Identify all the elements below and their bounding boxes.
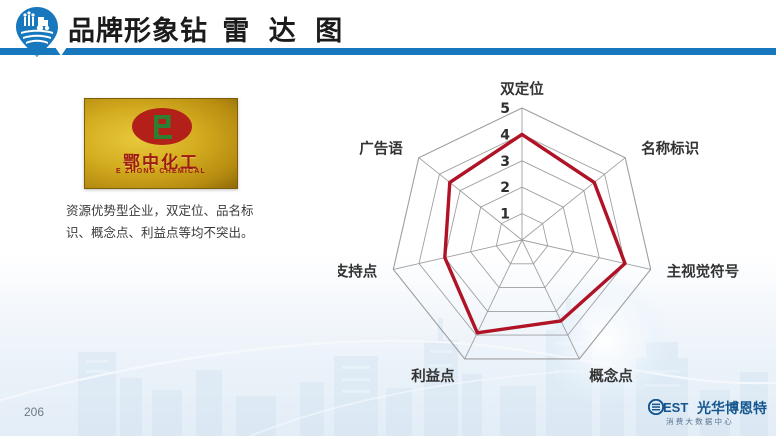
radar-axis-label: 利益点: [411, 367, 455, 385]
radar-series-polygon: [443, 132, 627, 335]
page-number: 206: [24, 405, 45, 419]
logo-glyph-icon: [154, 115, 172, 139]
radar-axis-line: [521, 239, 580, 360]
company-logo-en: E ZHONG CHEMICAL: [116, 168, 206, 175]
radar-axis-line: [521, 239, 651, 270]
radar-axis-label: 名称标识: [641, 140, 699, 158]
radar-ring-label: 3: [500, 154, 510, 170]
radar-axis-line: [393, 239, 523, 270]
radar-ring-label: 2: [500, 180, 510, 196]
radar-axis-line: [418, 157, 523, 241]
logo-ellipse-mark: [132, 108, 192, 145]
radar-axis-label: 广告语: [359, 140, 403, 158]
svg-text:EST: EST: [663, 400, 688, 415]
radar-axis-line: [521, 157, 626, 241]
footer-brand-cn: 光华博恩特: [697, 401, 767, 417]
radar-axis-label: 双定位: [500, 80, 544, 98]
header-rule: [0, 48, 776, 55]
radar-axis-label: 支持点: [338, 262, 378, 280]
radar-grid-ring: [392, 107, 652, 360]
header-rule-notch: [55, 47, 67, 56]
radar-axis-label: 概念点: [589, 367, 633, 385]
footer-brand-sub: 消费大数据中心: [666, 417, 734, 426]
caption-text: 资源优势型企业，双定位、品名标识、概念点、利益点等均不突出。: [66, 203, 254, 240]
company-logo-cn: 鄂中化工: [123, 153, 199, 173]
tractor-field-pin-icon: [16, 7, 58, 57]
radar-grid-ring: [495, 213, 549, 265]
radar-grid-ring: [418, 133, 626, 336]
radar-chart: 1 2 3 4 5 双定位名称标识主视觉符号概念点 利益点 支持点 广告语: [334, 78, 776, 388]
radar-grid-ring: [470, 186, 574, 289]
slide-header: 品牌形象钻 雷 达 图: [0, 0, 776, 57]
radar-grid-ring: [444, 160, 600, 312]
company-logo-card: 鄂中化工 E ZHONG CHEMICAL: [84, 98, 238, 189]
radar-axis-line: [464, 239, 523, 360]
radar-axis-label: 主视觉符号: [667, 262, 740, 280]
radar-ring-label: 5: [500, 101, 510, 117]
best-logo-icon: EST: [648, 399, 688, 415]
radar-ring-label: 4: [500, 127, 510, 143]
page-title: 品牌形象钻 雷 达 图: [68, 16, 348, 47]
footer-brand: EST 光华博恩特 消费大数据中心: [648, 398, 768, 432]
radar-ring-label: 1: [500, 207, 510, 223]
